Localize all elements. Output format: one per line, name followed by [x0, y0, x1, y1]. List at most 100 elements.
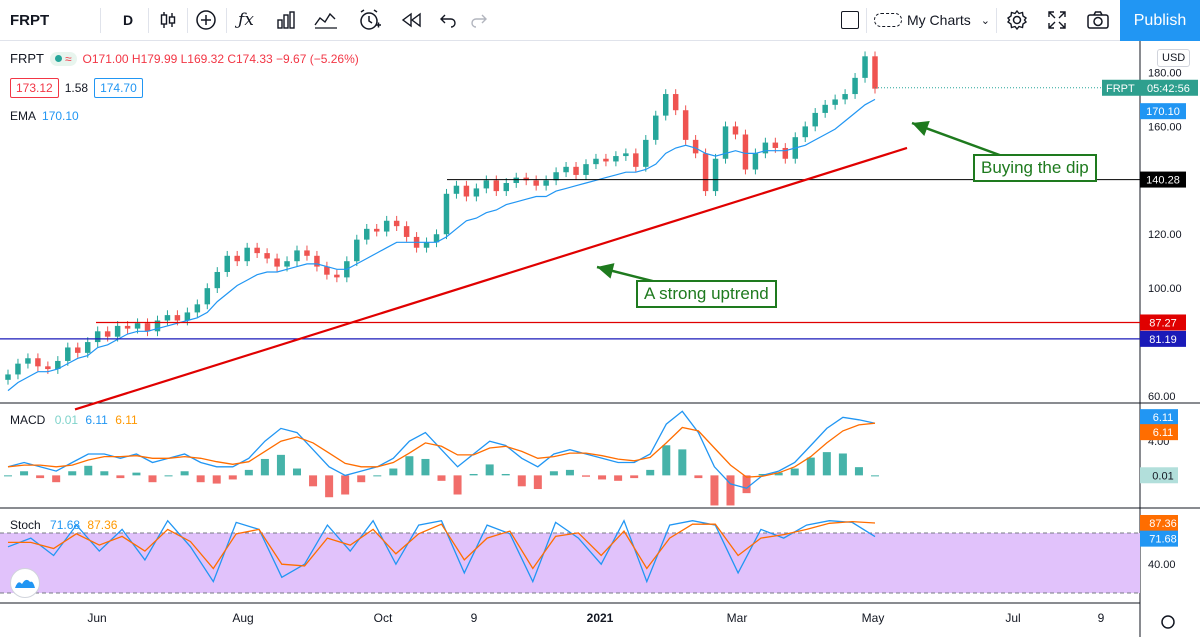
- candle-body[interactable]: [84, 342, 91, 353]
- candles-icon[interactable]: [156, 5, 180, 35]
- candle-body[interactable]: [35, 358, 41, 367]
- candle-body[interactable]: [523, 177, 529, 181]
- chart-canvas[interactable]: 180.00160.00140.00120.00100.0080.0060.00…: [0, 41, 1200, 637]
- macd-histogram-bar[interactable]: [373, 475, 382, 477]
- macd-histogram-bar[interactable]: [598, 475, 607, 480]
- candle-body[interactable]: [304, 250, 310, 256]
- macd-histogram-bar[interactable]: [100, 471, 109, 476]
- fx-indicators-icon[interactable]: ƒx: [238, 10, 254, 30]
- candle-body[interactable]: [802, 126, 808, 138]
- macd-histogram-bar[interactable]: [822, 452, 831, 476]
- axis-settings-icon[interactable]: [1161, 615, 1175, 629]
- candle-body[interactable]: [144, 323, 151, 332]
- candle-body[interactable]: [224, 255, 230, 272]
- candle-body[interactable]: [55, 360, 61, 370]
- candle-body[interactable]: [75, 347, 81, 353]
- candle-body[interactable]: [45, 366, 51, 370]
- macd-histogram-bar[interactable]: [36, 475, 45, 479]
- candle-body[interactable]: [782, 147, 789, 159]
- macd-legend[interactable]: MACD 0.01 6.11 6.11: [10, 413, 138, 427]
- candle-body[interactable]: [573, 166, 579, 175]
- macd-histogram-bar[interactable]: [758, 473, 767, 476]
- chart-area[interactable]: 180.00160.00140.00120.00100.0080.0060.00…: [0, 41, 1200, 637]
- macd-hist-badge-bg[interactable]: [1140, 467, 1178, 484]
- candle-body[interactable]: [822, 104, 828, 113]
- candle-body[interactable]: [812, 112, 818, 127]
- price-legend[interactable]: FRPT ≈ O171.00 H179.99 L169.32 C174.33 −…: [10, 51, 359, 66]
- macd-histogram-bar[interactable]: [533, 475, 542, 490]
- candle-body[interactable]: [513, 177, 519, 184]
- candle-body[interactable]: [583, 164, 589, 175]
- macd-histogram-bar[interactable]: [790, 468, 799, 476]
- candle-body[interactable]: [314, 255, 320, 267]
- candle-body[interactable]: [134, 323, 141, 329]
- macd-histogram-bar[interactable]: [485, 464, 494, 476]
- candle-body[interactable]: [294, 250, 300, 262]
- macd-histogram-bar[interactable]: [196, 475, 205, 483]
- candle-body[interactable]: [463, 185, 470, 197]
- macd-histogram-bar[interactable]: [630, 475, 639, 479]
- last-price-badge[interactable]: [1102, 79, 1198, 96]
- hline-badge-81-bg[interactable]: [1140, 330, 1186, 347]
- candle-body[interactable]: [722, 126, 729, 159]
- macd-histogram-bar[interactable]: [646, 469, 655, 476]
- candle-body[interactable]: [5, 374, 11, 380]
- macd-histogram-bar[interactable]: [341, 475, 350, 495]
- ask-price[interactable]: 174.70: [94, 78, 143, 98]
- candle-body[interactable]: [692, 139, 699, 154]
- candle-body[interactable]: [254, 247, 260, 254]
- macd-histogram-bar[interactable]: [4, 475, 12, 477]
- candle-body[interactable]: [274, 258, 280, 267]
- candle-body[interactable]: [742, 134, 749, 170]
- candle-body[interactable]: [872, 56, 878, 89]
- candle-body[interactable]: [443, 193, 450, 235]
- macd-signal-line[interactable]: [7, 422, 876, 478]
- macd-histogram-bar[interactable]: [582, 475, 590, 477]
- candle-body[interactable]: [672, 94, 679, 111]
- macd-histogram-bar[interactable]: [309, 475, 318, 487]
- candle-body[interactable]: [244, 247, 250, 262]
- compare-icon[interactable]: [313, 5, 339, 35]
- candle-body[interactable]: [473, 188, 480, 197]
- candle-body[interactable]: [164, 315, 171, 321]
- layout-icon[interactable]: [838, 5, 862, 35]
- macd-histogram-bar[interactable]: [244, 469, 253, 476]
- stoch-d-badge-bg[interactable]: [1140, 514, 1178, 531]
- candle-body[interactable]: [752, 153, 759, 170]
- macd-signal-badge-bg[interactable]: [1140, 424, 1178, 441]
- ema-legend[interactable]: EMA 170.10: [10, 109, 79, 123]
- macd-histogram-bar[interactable]: [854, 467, 863, 476]
- macd-histogram-bar[interactable]: [437, 475, 446, 481]
- candle-body[interactable]: [483, 180, 490, 189]
- candle-body[interactable]: [613, 156, 619, 162]
- candle-body[interactable]: [493, 180, 500, 192]
- candle-body[interactable]: [284, 261, 290, 267]
- interval-button[interactable]: D: [122, 12, 134, 28]
- macd-line[interactable]: [7, 410, 876, 489]
- market-status-badge[interactable]: ≈: [49, 51, 77, 66]
- macd-histogram-bar[interactable]: [132, 472, 141, 476]
- macd-histogram-bar[interactable]: [694, 475, 703, 479]
- candle-body[interactable]: [533, 180, 539, 186]
- macd-histogram-bar[interactable]: [148, 475, 157, 483]
- stoch-legend[interactable]: Stoch 71.68 87.36: [10, 518, 117, 532]
- macd-histogram-bar[interactable]: [774, 472, 783, 476]
- macd-histogram-bar[interactable]: [276, 454, 285, 476]
- candle-body[interactable]: [653, 115, 659, 140]
- candle-body[interactable]: [453, 185, 460, 194]
- macd-histogram-bar[interactable]: [228, 475, 237, 480]
- macd-histogram-bar[interactable]: [614, 475, 623, 481]
- candle-body[interactable]: [393, 220, 400, 227]
- candle-body[interactable]: [563, 166, 569, 173]
- macd-histogram-bar[interactable]: [469, 473, 478, 476]
- candle-body[interactable]: [184, 312, 191, 321]
- camera-icon[interactable]: [1085, 5, 1111, 35]
- candle-body[interactable]: [553, 172, 559, 181]
- currency-badge[interactable]: USD: [1157, 49, 1191, 67]
- candle-body[interactable]: [403, 226, 410, 237]
- macd-histogram-bar[interactable]: [565, 469, 574, 476]
- macd-histogram-bar[interactable]: [517, 475, 526, 487]
- candle-body[interactable]: [104, 331, 111, 337]
- candle-body[interactable]: [433, 234, 440, 243]
- candle-body[interactable]: [842, 94, 848, 100]
